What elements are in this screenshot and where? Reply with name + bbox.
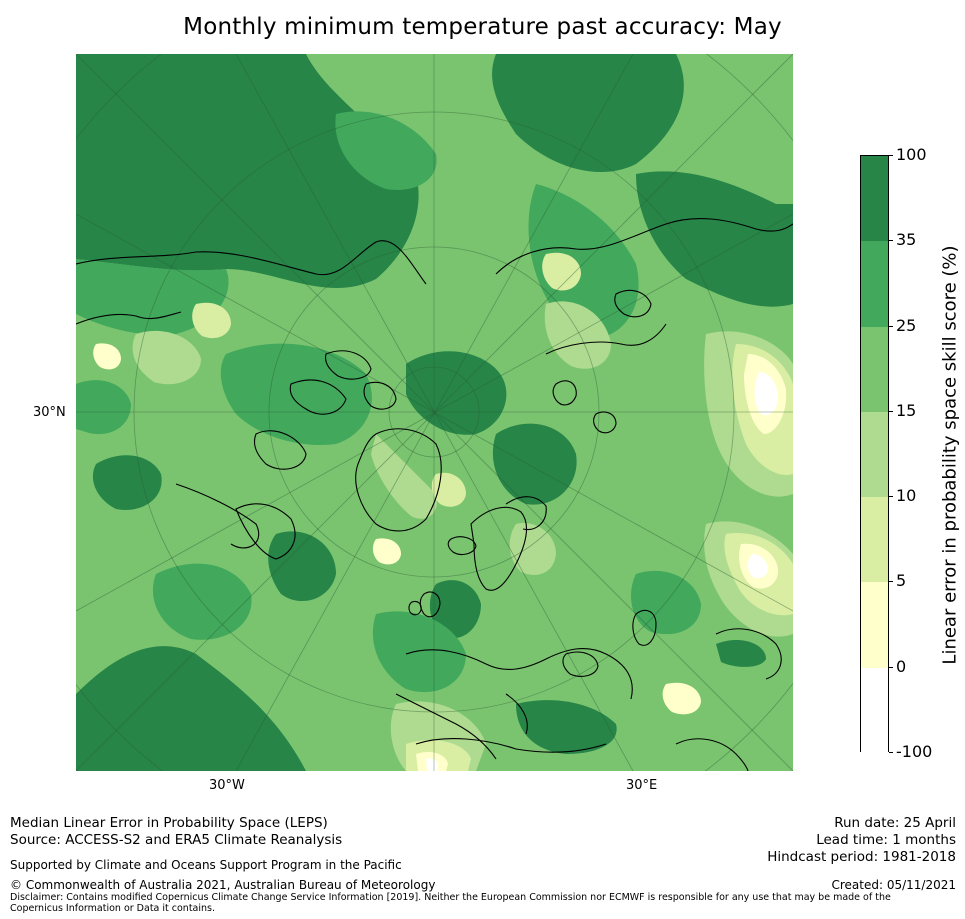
colorbar-tick-label: 35 (896, 230, 917, 250)
colorbar-tick-mark (889, 496, 893, 498)
footer-method: Median Linear Error in Probability Space… (10, 815, 328, 831)
footer-support: Supported by Climate and Oceans Support … (10, 858, 402, 872)
polar-map[interactable] (76, 54, 793, 771)
colorbar (860, 155, 889, 754)
skill-zone-mid (76, 111, 701, 693)
graticule (76, 54, 793, 771)
colorbar-segment (861, 411, 888, 498)
colorbar-tick-mark (889, 666, 893, 668)
colorbar-tick-mark (889, 155, 893, 156)
coastlines (76, 218, 793, 771)
colorbar-tick-mark (889, 581, 893, 583)
colorbar-tick-label: 5 (896, 571, 907, 591)
lon-label-30e: 30°E (626, 778, 658, 793)
colorbar-segment (861, 156, 888, 242)
footer-disclaimer: Disclaimer: Contains modified Copernicus… (10, 892, 891, 914)
colorbar-segment (861, 582, 888, 669)
colorbar-segment (861, 326, 888, 413)
colorbar-segment (861, 241, 888, 328)
map-canvas (76, 54, 793, 771)
colorbar-segment (861, 497, 888, 583)
colorbar-tick-mark (889, 752, 893, 753)
colorbar-tick-mark (889, 410, 893, 412)
colorbar-segment (861, 667, 888, 754)
footer-copyright: © Commonwealth of Australia 2021, Austra… (10, 878, 436, 892)
colorbar-tick-label: 10 (896, 486, 917, 506)
footer-hindcast: Hindcast period: 1981-2018 (767, 849, 956, 865)
colorbar-tick-label: 25 (896, 315, 917, 335)
colorbar-tick-mark (889, 325, 893, 327)
lat-label-30n: 30°N (33, 405, 66, 420)
colorbar-tick-label: 100 (896, 145, 927, 164)
footer-source: Source: ACCESS-S2 and ERA5 Climate Reana… (10, 832, 343, 848)
skill-zone-deep (76, 54, 793, 771)
colorbar-tick-mark (889, 240, 893, 242)
colorbar-tick-label: 0 (896, 656, 907, 676)
footer-lead-time: Lead time: 1 months (816, 832, 956, 848)
footer-run-date: Run date: 25 April (834, 815, 956, 831)
chart-title: Monthly minimum temperature past accurac… (183, 14, 782, 40)
colorbar-tick-label: -100 (896, 742, 933, 761)
skill-zone-white (426, 372, 778, 771)
colorbar-title: Linear error in probability space skill … (939, 245, 961, 665)
colorbar-tick-label: 15 (896, 400, 917, 420)
lon-label-30w: 30°W (209, 778, 245, 793)
footer-created: Created: 05/11/2021 (831, 878, 956, 892)
